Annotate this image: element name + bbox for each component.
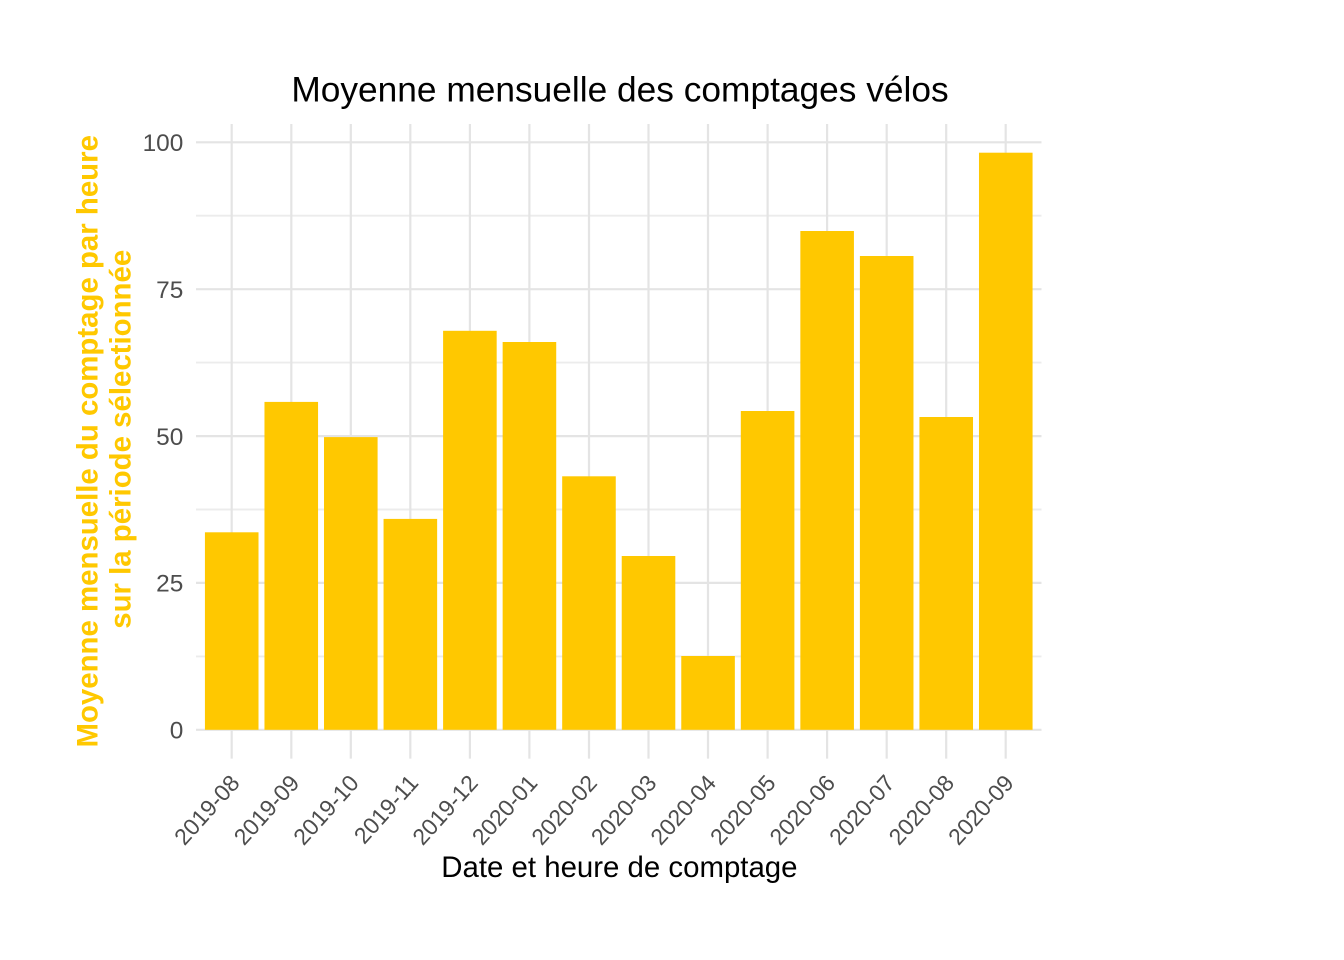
svg-text:Date et heure de comptage: Date et heure de comptage bbox=[441, 851, 797, 884]
svg-text:75: 75 bbox=[156, 277, 183, 304]
svg-text:50: 50 bbox=[156, 424, 183, 451]
svg-text:0: 0 bbox=[170, 718, 184, 745]
svg-text:Moyenne mensuelle des comptage: Moyenne mensuelle des comptages vélos bbox=[291, 71, 948, 110]
svg-text:25: 25 bbox=[156, 571, 183, 598]
svg-text:100: 100 bbox=[143, 130, 184, 157]
svg-text:sur la période sélectionnée: sur la période sélectionnée bbox=[105, 250, 138, 629]
svg-text:Moyenne mensuelle du comptage: Moyenne mensuelle du comptage par heure bbox=[72, 135, 105, 747]
